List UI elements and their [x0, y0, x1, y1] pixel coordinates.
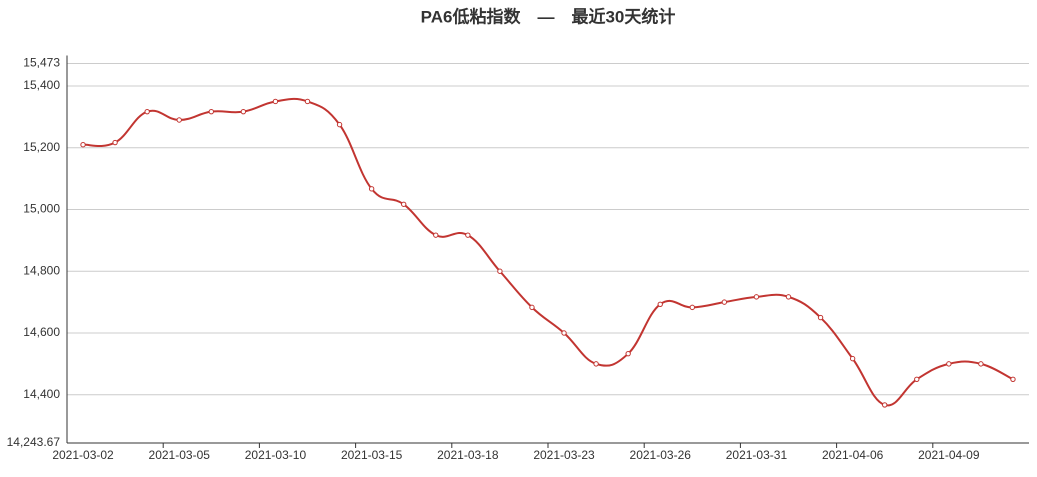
point [497, 268, 503, 274]
x-tick-label: 2021-03-18 [437, 448, 499, 462]
point [1010, 376, 1016, 383]
point [978, 361, 984, 367]
point [529, 304, 535, 311]
point [785, 294, 792, 300]
x-tick-label: 2021-04-06 [822, 448, 884, 462]
x-tick-label: 2021-03-02 [52, 448, 114, 462]
y-tick-label: 14,800 [23, 263, 60, 277]
point [914, 376, 920, 383]
x-tick-label: 2021-04-09 [918, 448, 980, 462]
point [882, 402, 888, 408]
point [849, 355, 856, 362]
point [208, 108, 215, 115]
y-tick-label: 14,243.67 [7, 435, 61, 449]
y-tick-label: 15,473 [23, 56, 60, 70]
point [593, 361, 599, 367]
point [304, 98, 311, 105]
point [946, 361, 952, 367]
y-tick-label: 15,400 [23, 78, 60, 92]
x-tick-label: 2021-03-23 [533, 448, 595, 462]
x-tick-label: 2021-03-05 [149, 448, 211, 462]
y-tick-label: 14,400 [23, 387, 60, 401]
x-tick-label: 2021-03-31 [726, 448, 788, 462]
x-tick-label: 2021-03-26 [630, 448, 692, 462]
point [368, 186, 375, 192]
chart-title: PA6低粘指数 — 最近30天统计 [421, 6, 676, 26]
x-tick-label: 2021-03-15 [341, 448, 403, 462]
point [176, 117, 182, 123]
point [465, 232, 471, 238]
x-tick-label: 2021-03-10 [245, 448, 307, 462]
point [721, 299, 728, 305]
y-tick-label: 15,200 [23, 140, 60, 154]
point [80, 141, 86, 148]
point [433, 232, 439, 238]
point [657, 301, 663, 307]
point [689, 304, 695, 311]
point [817, 314, 824, 321]
point [272, 98, 279, 105]
point [240, 108, 247, 115]
y-tick-label: 14,600 [23, 325, 60, 339]
y-tick-label: 15,000 [23, 202, 60, 216]
point [401, 201, 407, 207]
line [82, 97, 1014, 407]
point [336, 121, 343, 128]
point [144, 108, 150, 115]
point [561, 330, 567, 336]
point [625, 350, 631, 357]
point [753, 294, 760, 300]
point [112, 139, 118, 146]
